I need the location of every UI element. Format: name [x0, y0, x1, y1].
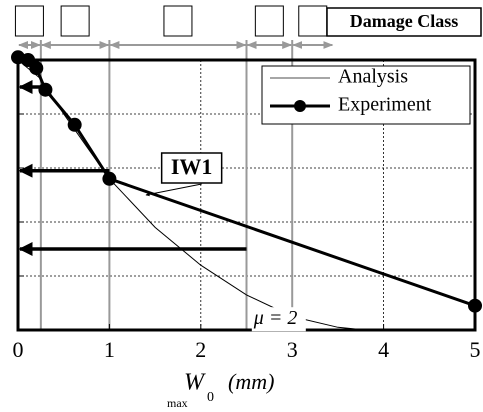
damage-class-title-box	[326, 7, 482, 37]
x-tick-label: 3	[287, 337, 298, 362]
damage-class-title: Damage Class	[350, 11, 459, 31]
annotation-box	[251, 307, 306, 332]
legend-label: Analysis	[338, 66, 408, 88]
x-tick-label: 1	[104, 337, 115, 362]
annotation-pointer	[145, 183, 202, 197]
x-tick-label: 4	[378, 337, 389, 362]
legend-box	[261, 65, 471, 125]
annotation: μ = 2	[253, 307, 298, 329]
damage-class-box	[254, 5, 284, 37]
damage-class-box	[298, 5, 328, 37]
annotation-box	[160, 152, 223, 184]
x-tick-label: 5	[470, 337, 481, 362]
data-point	[38, 82, 53, 97]
x-label-subscript: 0	[207, 390, 214, 405]
damage-class-box	[14, 5, 44, 37]
x-label-symbol: W	[184, 370, 206, 396]
damage-class-box	[60, 5, 90, 37]
x-label-prefix: max	[167, 396, 188, 410]
legend-marker	[294, 100, 306, 112]
annotation: IW1	[171, 154, 213, 179]
x-tick-label: 2	[195, 337, 206, 362]
data-point	[102, 171, 117, 186]
data-point	[29, 61, 44, 76]
data-point	[67, 117, 82, 132]
damage-class-box	[163, 5, 193, 37]
x-label-unit: (mm)	[228, 369, 274, 394]
plot-frame	[16, 58, 477, 332]
x-tick-label: 0	[13, 337, 24, 362]
legend-label: Experiment	[338, 94, 432, 116]
